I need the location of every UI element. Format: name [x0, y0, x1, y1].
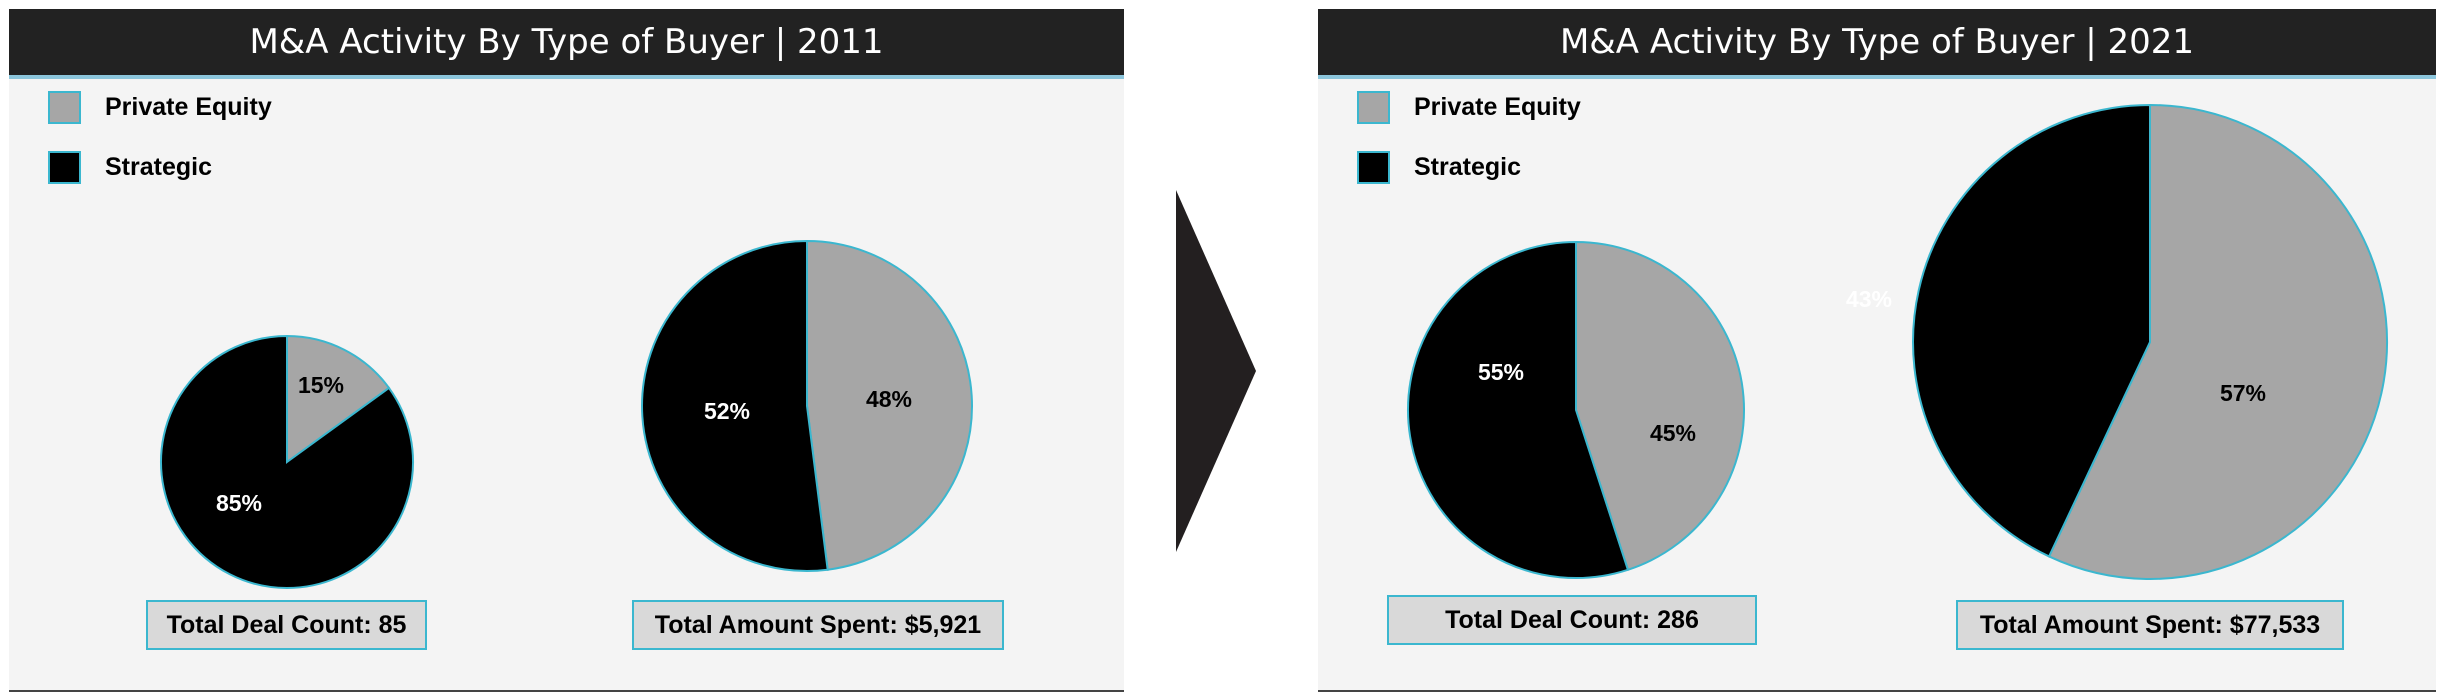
pie-charts-2011: 15% 85% 48% 52%	[160, 239, 973, 589]
pie-slice-private-equity	[2047, 103, 2388, 580]
legend-label-private-equity: Private Equity	[105, 92, 272, 121]
legend-label-strategic: Strategic	[1414, 152, 1521, 181]
panel-title: M&A Activity By Type of Buyer | 2021	[1318, 9, 2436, 79]
legend-item-strategic: Strategic	[48, 149, 212, 185]
pie-data-label: 45%	[1650, 420, 1696, 446]
pie-data-label: 55%	[1478, 359, 1524, 385]
legend-swatch-private-equity	[1357, 90, 1390, 124]
legend-label-private-equity: Private Equity	[1414, 92, 1581, 121]
pie-slice-strategic	[1407, 240, 1630, 579]
total-deal-count: Total Deal Count: 85	[146, 600, 427, 650]
pie-data-label: 15%	[298, 372, 344, 398]
total-deal-count: Total Deal Count: 286	[1387, 595, 1757, 645]
panel-2011: M&A Activity By Type of Buyer | 2011 Pri…	[9, 9, 1124, 692]
legend-item-strategic: Strategic	[1357, 149, 1521, 185]
total-amount-spent: Total Amount Spent: $77,533	[1956, 600, 2344, 650]
pie-slice-strategic	[641, 239, 829, 572]
legend-label-strategic: Strategic	[105, 152, 212, 181]
pie-data-label: 43%	[1846, 286, 1892, 312]
pie-data-label: 48%	[866, 386, 912, 412]
legend-swatch-strategic	[1357, 150, 1390, 184]
transition-arrow-icon	[1176, 190, 1256, 552]
pie-data-label: 85%	[216, 490, 262, 516]
pie-slice-private-equity	[806, 239, 973, 571]
pie-charts-2021: 45% 55% 57% 43%	[1407, 103, 2388, 580]
pie-slice-strategic	[1912, 103, 2151, 558]
panel-2021: M&A Activity By Type of Buyer | 2021 Pri…	[1318, 9, 2436, 692]
legend-item-private-equity: Private Equity	[48, 89, 272, 125]
legend-swatch-private-equity	[48, 90, 81, 124]
pie-data-label: 52%	[704, 398, 750, 424]
pie-slice-strategic	[160, 334, 414, 589]
pie-slice-private-equity	[286, 334, 391, 464]
legend-swatch-strategic	[48, 150, 81, 184]
legend-item-private-equity: Private Equity	[1357, 89, 1581, 125]
pie-data-label: 57%	[2220, 380, 2266, 406]
panel-title: M&A Activity By Type of Buyer | 2011	[9, 9, 1124, 79]
pie-slice-private-equity	[1575, 240, 1745, 572]
total-amount-spent: Total Amount Spent: $5,921	[632, 600, 1004, 650]
